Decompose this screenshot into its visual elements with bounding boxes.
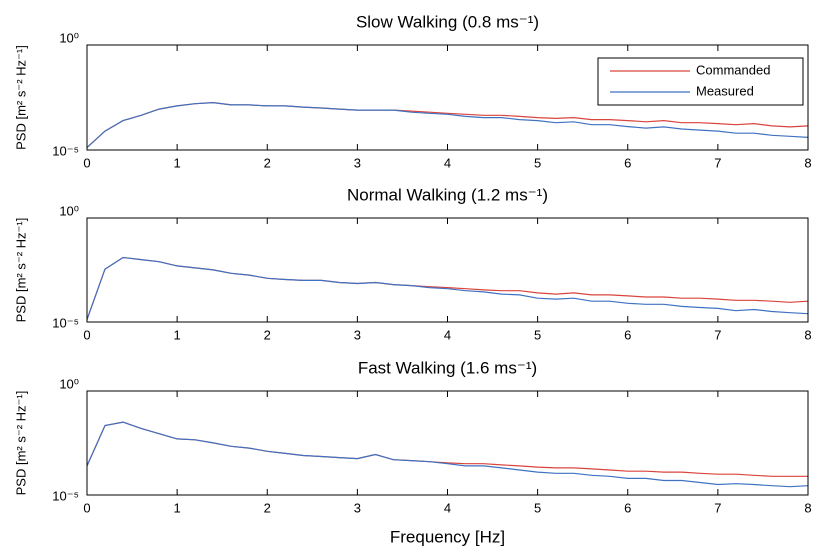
x-tick-label: 1 [174, 327, 181, 342]
x-tick-label: 3 [354, 155, 361, 170]
data-line [86, 101, 809, 149]
chart-title: Fast Walking (1.6 ms⁻¹) [358, 358, 537, 377]
y-axis-label: PSD [m² s⁻² Hz⁻¹] [13, 391, 28, 496]
y-tick-label: 10⁰ [59, 203, 79, 218]
subplot: Slow Walking (0.8 ms⁻¹) PSD [m² s⁻² Hz⁻¹]… [13, 12, 811, 170]
legend-box [597, 57, 804, 106]
plot-frame [86, 217, 809, 323]
plot-frame [86, 390, 809, 496]
x-axis-label: Frequency [Hz] [390, 527, 505, 546]
x-tick-label: 7 [714, 500, 721, 515]
x-tick-label: 0 [83, 500, 90, 515]
x-tick-label: 5 [534, 500, 541, 515]
data-line [86, 421, 809, 488]
chart-title: Slow Walking (0.8 ms⁻¹) [356, 12, 539, 31]
y-axis-label: PSD [m² s⁻² Hz⁻¹] [13, 45, 28, 150]
x-tick-label: 4 [444, 327, 451, 342]
y-tick-label: 10⁰ [59, 376, 79, 391]
chart-title: Normal Walking (1.2 ms⁻¹) [347, 185, 548, 204]
y-tick-label: 10⁻⁵ [52, 488, 79, 503]
x-tick-label: 2 [264, 327, 271, 342]
x-tick-label: 6 [624, 500, 631, 515]
x-tick-label: 5 [534, 327, 541, 342]
data-line [86, 421, 808, 477]
x-tick-label: 2 [264, 500, 271, 515]
x-tick-label: 0 [83, 327, 90, 342]
legend-label: Commanded [696, 62, 770, 77]
x-tick-label: 3 [354, 327, 361, 342]
x-tick-label: 4 [444, 155, 451, 170]
y-tick-label: 10⁻⁵ [52, 143, 79, 158]
x-tick-label: 8 [804, 500, 811, 515]
x-tick-label: 7 [714, 155, 721, 170]
subplot: Normal Walking (1.2 ms⁻¹) PSD [m² s⁻² Hz⁻… [13, 185, 811, 342]
data-line [86, 256, 809, 320]
y-axis-label: PSD [m² s⁻² Hz⁻¹] [13, 218, 28, 323]
x-tick-label: 3 [354, 500, 361, 515]
data-line [86, 101, 809, 149]
x-tick-label: 7 [714, 327, 721, 342]
x-tick-label: 5 [534, 155, 541, 170]
x-tick-label: 1 [174, 155, 181, 170]
y-tick-label: 10⁰ [59, 30, 79, 45]
subplot: Fast Walking (1.6 ms⁻¹) PSD [m² s⁻² Hz⁻¹]… [13, 358, 811, 546]
x-tick-label: 4 [444, 500, 451, 515]
x-tick-label: 8 [804, 327, 811, 342]
x-tick-label: 6 [624, 155, 631, 170]
x-tick-label: 2 [264, 155, 271, 170]
x-tick-label: 1 [174, 500, 181, 515]
x-tick-label: 0 [83, 155, 90, 170]
x-tick-label: 8 [804, 155, 811, 170]
legend-label: Measured [696, 83, 754, 98]
y-tick-label: 10⁻⁵ [52, 315, 79, 330]
x-tick-label: 6 [624, 327, 631, 342]
